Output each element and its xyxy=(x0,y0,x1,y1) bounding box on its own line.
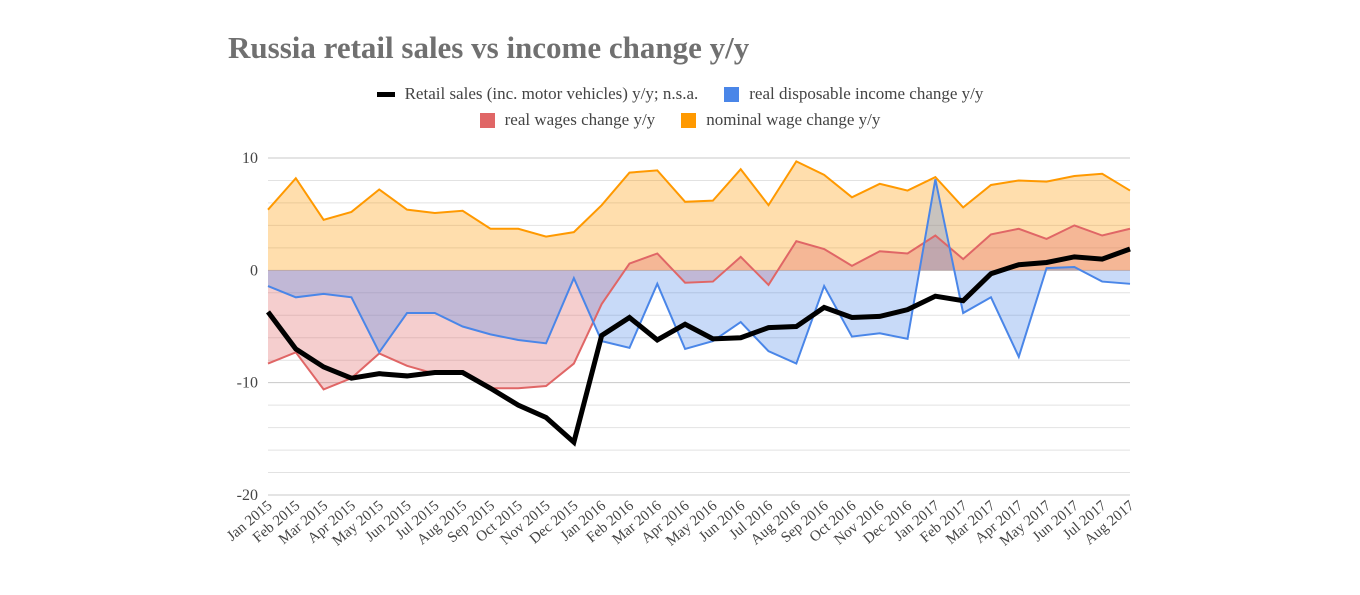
y-tick-label: -20 xyxy=(237,487,258,504)
legend-swatch-nominal xyxy=(681,112,697,128)
chart-title: Russia retail sales vs income change y/y xyxy=(228,30,750,65)
legend-label-nominal: nominal wage change y/y xyxy=(706,110,881,129)
area-nominal xyxy=(268,161,1130,271)
legend-item-wages: real wages change y/y xyxy=(479,110,656,130)
legend-label-wages: real wages change y/y xyxy=(504,110,656,129)
legend-row-1: Retail sales (inc. motor vehicles) y/y; … xyxy=(0,84,1360,104)
y-tick-label: 10 xyxy=(242,150,258,167)
legend-row-2: real wages change y/y nominal wage chang… xyxy=(0,110,1360,130)
legend-label-income: real disposable income change y/y xyxy=(749,84,984,103)
y-tick-label: 0 xyxy=(250,262,258,279)
area-wages xyxy=(268,225,1130,390)
legend-item-nominal: nominal wage change y/y xyxy=(681,110,880,130)
legend-swatch-retail xyxy=(376,91,395,97)
area-income xyxy=(268,179,1130,364)
legend-item-income: real disposable income change y/y xyxy=(724,84,983,104)
y-tick-label: -10 xyxy=(237,375,258,392)
legend-swatch-income xyxy=(724,86,740,102)
series-line-income xyxy=(267,179,1131,365)
legend-label-retail: Retail sales (inc. motor vehicles) y/y; … xyxy=(404,84,699,103)
series-line-nominal xyxy=(267,160,1131,238)
series-line-wages xyxy=(267,224,1131,391)
series-line-retail xyxy=(266,246,1131,447)
legend-item-retail: Retail sales (inc. motor vehicles) y/y; … xyxy=(376,84,699,104)
legend-swatch-wages xyxy=(479,112,495,128)
